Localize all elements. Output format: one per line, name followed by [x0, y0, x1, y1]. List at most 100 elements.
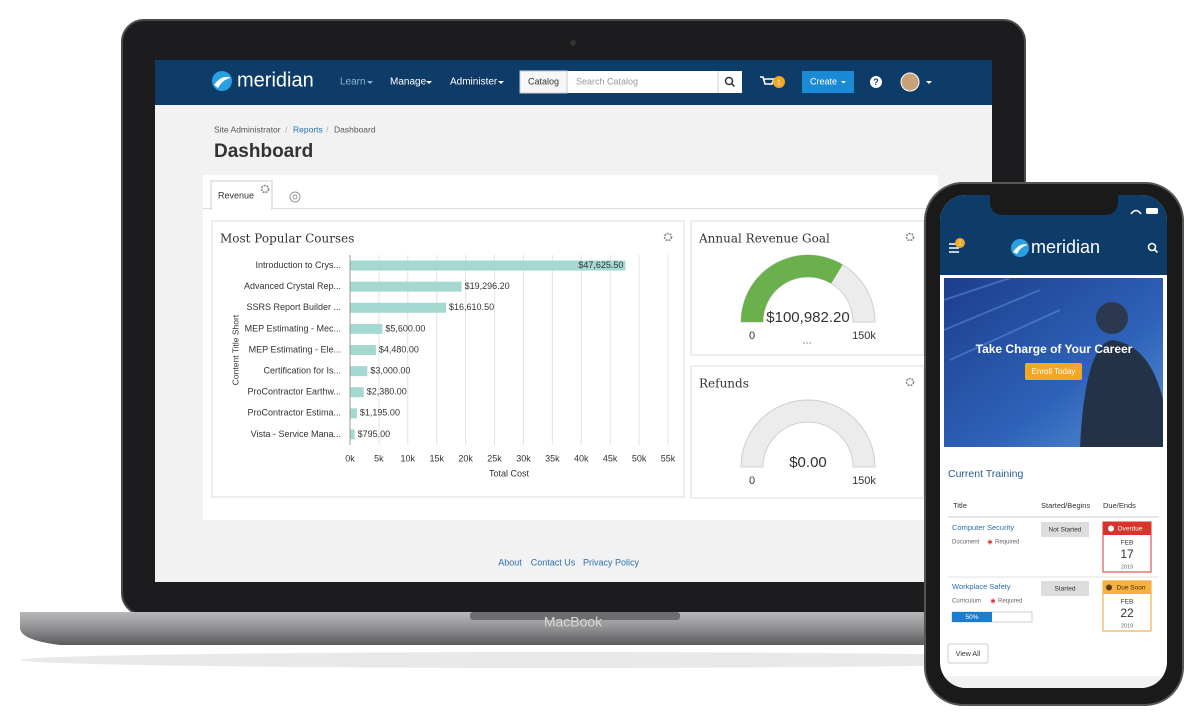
drag-dot	[809, 342, 811, 344]
search-scope-box[interactable]	[519, 70, 568, 94]
breadcrumb-item[interactable]: Reports	[293, 124, 323, 134]
logo: meridian	[237, 69, 314, 91]
x-tick-label: 45k	[603, 453, 618, 463]
due-header	[1103, 581, 1151, 594]
category-label: MEP Estimating - Mec...	[245, 323, 341, 333]
search-icon[interactable]	[1147, 242, 1157, 252]
enroll-button[interactable]	[1025, 363, 1082, 380]
x-tick-label: 10k	[401, 453, 416, 463]
category-label: Introduction to Crys...	[255, 260, 341, 270]
due-year: 2019	[1121, 623, 1133, 629]
alert-icon	[1108, 525, 1114, 532]
value-label: $795.00	[358, 429, 391, 439]
due-year: 2019	[1121, 564, 1133, 570]
drag-dot	[806, 342, 808, 344]
x-tick-label: 55k	[661, 453, 676, 463]
x-tick-label: 5k	[374, 453, 384, 463]
chart-title: Refunds	[699, 377, 749, 391]
x-tick-label: 40k	[574, 453, 589, 463]
category-label: SSRS Report Builder ...	[246, 302, 341, 312]
search-icon-handle	[730, 82, 736, 88]
breadcrumb-item[interactable]: Site Administrator	[214, 124, 281, 134]
footer-link[interactable]: Contact Us	[531, 557, 576, 567]
avatar[interactable]	[900, 72, 920, 92]
course-title[interactable]: Workplace Safety	[952, 582, 1011, 591]
menu-badge-count: 1	[958, 240, 962, 247]
x-axis-title: Total Cost	[489, 468, 530, 478]
nav-item[interactable]: Manage	[390, 77, 427, 88]
add-tab-icon[interactable]	[289, 191, 301, 203]
due-day: 22	[1120, 606, 1134, 620]
required-icon	[990, 598, 996, 604]
bar	[350, 429, 355, 440]
gauge-tick-label: 0	[749, 475, 755, 487]
phone-notch	[990, 195, 1118, 215]
charts: Most Popular Courses 0k 5k 10k 15k 20k 25k 30k 3…	[220, 232, 876, 487]
phone-screen: 1 meridian Take Charge of Your Career En…	[940, 195, 1167, 688]
laptop-base	[20, 612, 1100, 645]
gauge-value-label: $100,982.20	[766, 309, 849, 326]
progress: 50%	[952, 612, 992, 622]
breadcrumb-separator: /	[285, 124, 288, 134]
y-axis-title: Content Title Short	[230, 314, 240, 385]
gear-icon[interactable]	[260, 184, 270, 194]
search-scope[interactable]: Catalog	[528, 76, 559, 86]
x-tick-label: 25k	[487, 453, 502, 463]
chart-title: Annual Revenue Goal	[698, 232, 830, 246]
enroll-label[interactable]: Enroll Today	[1032, 367, 1076, 376]
required-icon	[987, 539, 993, 545]
nav-item[interactable]: Learn	[340, 77, 366, 88]
logo-swoosh	[1013, 244, 1028, 254]
gear-icon[interactable]	[663, 232, 673, 242]
view-all-button[interactable]	[947, 643, 989, 664]
tab-join	[212, 207, 271, 210]
column-header: Title	[953, 501, 967, 510]
search-icon[interactable]	[724, 76, 734, 86]
caret	[926, 81, 932, 84]
gear-icon[interactable]	[905, 377, 915, 387]
search-box[interactable]	[520, 71, 742, 93]
footer-link[interactable]: About	[498, 557, 522, 567]
battery-icon	[1146, 208, 1158, 214]
value-label: $2,380.00	[367, 387, 407, 397]
value-label: $5,600.00	[385, 323, 425, 333]
search-placeholder[interactable]: Search Catalog	[576, 76, 638, 86]
caret	[367, 81, 373, 84]
gauge-value-label: $0.00	[789, 454, 827, 471]
gauge-card	[690, 365, 925, 499]
bar	[350, 281, 462, 292]
cart-icon[interactable]	[760, 76, 776, 85]
bar	[350, 260, 626, 271]
gauge-tick-label: 0	[749, 330, 755, 342]
chart-title: Most Popular Courses	[220, 232, 354, 246]
search-icon-handle	[1153, 248, 1159, 254]
breadcrumb-item: Dashboard	[334, 124, 376, 134]
view-all-label[interactable]: View All	[956, 651, 981, 658]
banner-person-body	[1080, 340, 1163, 447]
due-month: FEB	[1121, 540, 1134, 547]
page-title: Dashboard	[214, 141, 313, 162]
bar	[350, 323, 383, 334]
footer-link[interactable]: Privacy Policy	[583, 557, 640, 567]
alert-icon	[1106, 584, 1112, 591]
due-status: Due Soon	[1117, 585, 1146, 592]
x-tick-label: 30k	[516, 453, 531, 463]
create-button[interactable]	[802, 71, 854, 93]
camera	[570, 40, 576, 46]
nav-item[interactable]: Administer	[450, 77, 498, 88]
help-label[interactable]: ?	[873, 77, 879, 87]
help-icon[interactable]	[870, 76, 882, 88]
tab[interactable]	[210, 180, 273, 210]
status: Started	[1055, 586, 1076, 593]
phone-footer	[940, 676, 1167, 688]
logo-swoosh	[214, 76, 231, 88]
shadow	[20, 652, 1100, 668]
course-title[interactable]: Computer Security	[952, 523, 1014, 532]
tab-label[interactable]: Revenue	[218, 190, 254, 200]
bar	[350, 408, 357, 419]
gauge-tick-label: 150k	[852, 475, 876, 487]
gear-icon[interactable]	[905, 232, 915, 242]
create-label[interactable]: Create	[810, 76, 837, 86]
